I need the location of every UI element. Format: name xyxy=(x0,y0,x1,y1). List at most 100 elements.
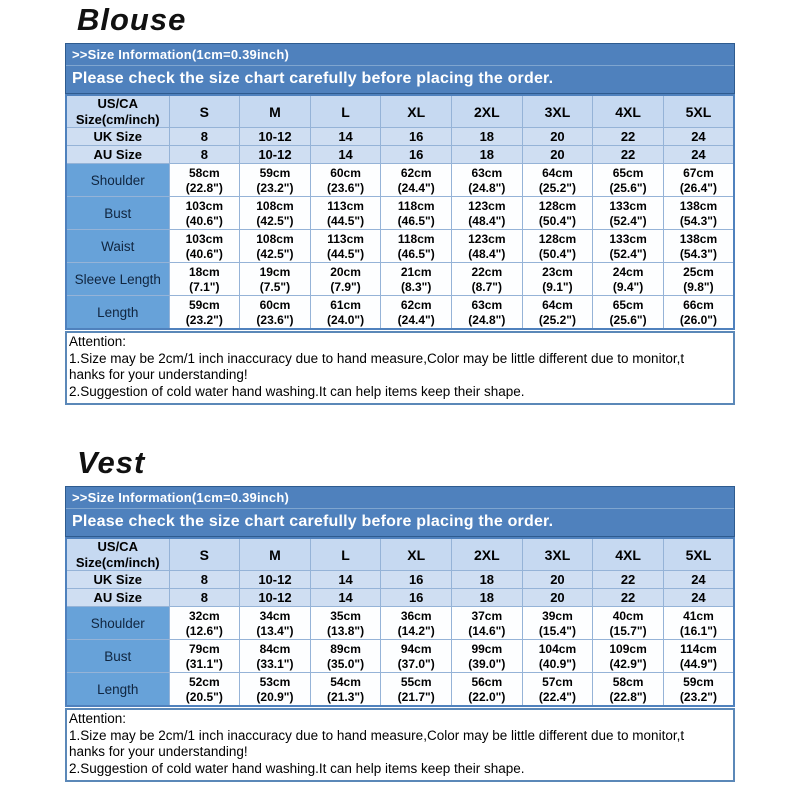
inch-value: (40.6") xyxy=(185,246,223,261)
size-value-cell: 20 xyxy=(521,570,594,589)
measurement-label: Shoulder xyxy=(65,163,170,197)
measurement-label: Shoulder xyxy=(65,606,170,640)
size-value-cell: 16 xyxy=(380,145,452,164)
size-value-cell: 22 xyxy=(592,127,664,146)
measurement-cell: 20cm (7.9") xyxy=(309,262,382,296)
cm-value: 138cm xyxy=(679,231,718,246)
inch-value: (23.2") xyxy=(185,312,223,327)
cm-value: 64cm xyxy=(542,165,573,180)
cm-value: 79cm xyxy=(188,641,220,656)
size-value-cell: 20 xyxy=(521,588,594,607)
inch-value: (22.8") xyxy=(185,180,223,195)
size-value-cell: 14 xyxy=(309,127,382,146)
inch-value: (15.4") xyxy=(538,623,576,638)
cm-value: 36cm xyxy=(400,608,432,623)
size-conversion-row: UK Size 8 10-12 14 16 18 20 22 24 xyxy=(65,570,735,589)
cm-value: 63cm xyxy=(471,297,503,312)
inch-value: (8.7") xyxy=(471,279,502,294)
measurement-cell: 123cm (48.4") xyxy=(451,229,523,263)
measurement-cell: 114cm (44.9") xyxy=(662,639,735,673)
inch-value: (37.0") xyxy=(397,656,435,671)
inch-value: (9.1") xyxy=(542,279,573,294)
measurement-cell: 89cm (35.0") xyxy=(309,639,382,673)
measurement-cell: 133cm (52.4") xyxy=(592,196,664,230)
inch-value: (7.9") xyxy=(330,279,361,294)
blouse-block: >>Size Information(1cm=0.39inch) Please … xyxy=(65,43,735,405)
inch-value: (15.7") xyxy=(609,623,647,638)
measurement-cell: 109cm (42.9") xyxy=(592,639,664,673)
measurement-row: Bust 103cm (40.6") 108cm (42.5") 113cm (44.5")… xyxy=(65,196,735,230)
measurement-cell: 58cm (22.8") xyxy=(168,163,241,197)
inch-value: (48.4") xyxy=(468,246,506,261)
inch-value: (9.4") xyxy=(612,279,644,294)
cm-value: 128cm xyxy=(538,198,577,213)
size-value-cell: 20 xyxy=(521,145,594,164)
inch-value: (52.4") xyxy=(609,246,647,261)
measurement-cell: 40cm (15.7") xyxy=(592,606,664,640)
inch-value: (54.3") xyxy=(679,213,717,228)
inch-value: (33.1") xyxy=(256,656,294,671)
measurement-cell: 128cm (50.4") xyxy=(521,229,594,263)
inch-value: (14.6") xyxy=(468,623,506,638)
inch-value: (26.0") xyxy=(679,312,717,327)
measurement-cell: 24cm (9.4") xyxy=(592,262,664,296)
size-column-header: 4XL xyxy=(592,94,664,128)
cm-value: 103cm xyxy=(185,231,223,246)
cm-value: 62cm xyxy=(400,165,432,180)
size-value-cell: 16 xyxy=(380,570,452,589)
size-column-header: 3XL xyxy=(521,94,594,128)
inch-value: (20.9") xyxy=(256,689,294,704)
size-value-cell: 10-12 xyxy=(239,127,311,146)
measurement-cell: 59cm (23.2") xyxy=(168,295,241,330)
measurement-cell: 58cm (22.8") xyxy=(592,672,664,707)
measurement-label: Length xyxy=(65,295,170,330)
inch-value: (31.1") xyxy=(185,656,223,671)
cm-value: 113cm xyxy=(327,198,364,213)
size-value-cell: 20 xyxy=(521,127,594,146)
inch-value: (42.5") xyxy=(256,213,294,228)
measurement-label: Sleeve Length xyxy=(65,262,170,296)
inch-value: (24.8") xyxy=(468,312,506,327)
inch-value: (25.2") xyxy=(538,312,576,327)
size-column-header: M xyxy=(239,94,311,128)
size-conversion-row: AU Size 8 10-12 14 16 18 20 22 24 xyxy=(65,145,735,164)
size-value-cell: 8 xyxy=(168,588,241,607)
size-info-heading: >>Size Information(1cm=0.39inch) xyxy=(66,44,734,66)
cm-value: 138cm xyxy=(679,198,718,213)
measurement-cell: 32cm (12.6") xyxy=(168,606,241,640)
measurement-cell: 59cm (23.2") xyxy=(662,672,735,707)
cm-value: 108cm xyxy=(256,231,294,246)
inch-value: (24.4") xyxy=(397,180,435,195)
inch-value: (35.0") xyxy=(327,656,365,671)
attention-line: Attention: xyxy=(69,711,127,726)
cm-value: 123cm xyxy=(468,198,506,213)
measurement-cell: 118cm (46.5") xyxy=(380,229,452,263)
cm-value: 118cm xyxy=(397,231,435,246)
measurement-cell: 113cm (44.5") xyxy=(309,196,382,230)
blouse-section: Blouse >>Size Information(1cm=0.39inch) … xyxy=(65,0,735,405)
measurement-cell: 36cm (14.2") xyxy=(380,606,452,640)
cm-value: 61cm xyxy=(330,297,361,312)
cm-value: 59cm xyxy=(683,674,714,689)
measurement-cell: 55cm (21.7") xyxy=(380,672,452,707)
measurement-cell: 65cm (25.6") xyxy=(592,295,664,330)
cm-value: 60cm xyxy=(259,297,291,312)
size-conversion-row: UK Size 8 10-12 14 16 18 20 22 24 xyxy=(65,127,735,146)
size-value-cell: 22 xyxy=(592,588,664,607)
attention-line: hanks for your understanding! xyxy=(69,367,248,382)
cm-value: 123cm xyxy=(468,231,506,246)
measurement-row: Length 52cm (20.5") 53cm (20.9") 54cm (21.3") 5… xyxy=(65,672,735,707)
vest-block: >>Size Information(1cm=0.39inch) Please … xyxy=(65,486,735,782)
measurement-cell: 108cm (42.5") xyxy=(239,196,311,230)
measurement-cell: 113cm (44.5") xyxy=(309,229,382,263)
measurement-cell: 103cm (40.6") xyxy=(168,229,241,263)
size-value-cell: 10-12 xyxy=(239,588,311,607)
size-value-cell: 8 xyxy=(168,570,241,589)
inch-value: (40.9") xyxy=(538,656,576,671)
blouse-size-table: US/CA Size(cm/inch) S M L XL 2XL 3XL 4XL 5XL UK S… xyxy=(65,94,735,330)
cm-value: 23cm xyxy=(542,264,573,279)
measurement-cell: 53cm (20.9") xyxy=(239,672,311,707)
attention-line: 2.Suggestion of cold water hand washing.… xyxy=(69,760,525,776)
measurement-cell: 59cm (23.2") xyxy=(239,163,311,197)
measurement-cell: 37cm (14.6") xyxy=(451,606,523,640)
